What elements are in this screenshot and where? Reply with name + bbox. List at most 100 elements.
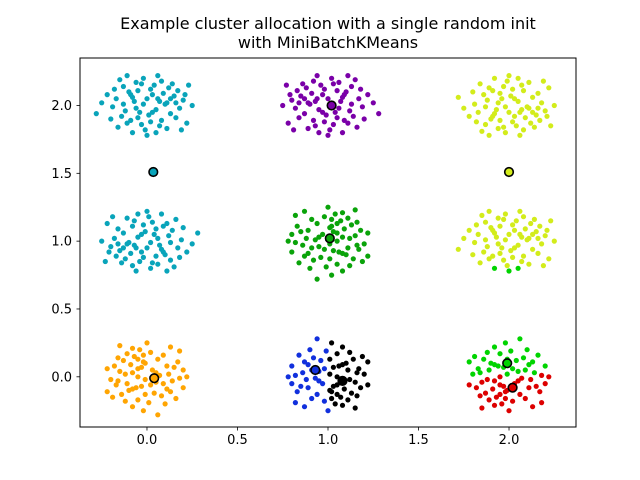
data-point (307, 101, 313, 107)
data-point (490, 227, 496, 233)
data-point (138, 383, 145, 389)
data-point (329, 395, 335, 402)
data-point (164, 363, 170, 369)
data-point (330, 81, 336, 87)
data-point (131, 98, 137, 104)
data-point (119, 113, 125, 119)
data-point (455, 246, 461, 252)
data-point (499, 401, 505, 407)
data-point (104, 389, 110, 395)
data-point (111, 363, 117, 369)
data-point (515, 265, 521, 271)
data-point (117, 248, 123, 254)
data-point (305, 385, 311, 391)
data-point (473, 385, 479, 391)
data-point (470, 371, 476, 377)
data-point (137, 347, 143, 353)
data-point (169, 378, 175, 384)
data-point (354, 219, 360, 225)
data-point (301, 208, 308, 214)
data-point (155, 356, 161, 362)
data-point (314, 276, 320, 282)
data-point (155, 73, 161, 79)
data-point (509, 398, 516, 404)
data-point (528, 120, 534, 126)
data-point (124, 381, 130, 387)
centroid-marker (324, 233, 335, 244)
data-point (318, 254, 324, 260)
data-point (120, 101, 126, 107)
data-point (151, 390, 157, 396)
data-point (515, 378, 521, 384)
data-point (486, 132, 492, 138)
data-point (530, 94, 536, 100)
y-tick-label: 2.0 (51, 99, 72, 114)
data-point (520, 214, 527, 220)
data-point (137, 258, 143, 265)
data-point (301, 96, 308, 102)
data-point (339, 210, 346, 216)
data-point (110, 104, 116, 110)
data-point (508, 93, 514, 99)
data-point (370, 100, 376, 106)
data-point (140, 408, 146, 414)
data-point (133, 105, 139, 111)
data-point (551, 102, 557, 109)
data-point (477, 81, 483, 87)
data-point (345, 120, 351, 126)
data-point (497, 391, 503, 397)
data-point (184, 374, 190, 380)
data-point (323, 264, 329, 270)
data-point (348, 83, 355, 90)
data-point (477, 393, 483, 399)
data-point (131, 218, 137, 224)
data-point (175, 88, 181, 94)
data-point (135, 211, 141, 217)
data-point (287, 92, 293, 98)
data-point (166, 371, 172, 377)
data-point (108, 376, 114, 383)
data-point (303, 235, 309, 241)
data-point (140, 352, 146, 358)
data-point (155, 412, 161, 418)
data-point (484, 97, 490, 103)
data-point (117, 368, 123, 374)
data-point (184, 249, 190, 255)
data-point (169, 81, 175, 87)
data-point (305, 362, 311, 368)
data-point (339, 234, 346, 240)
data-point (336, 105, 342, 111)
data-point (528, 220, 534, 227)
data-point (334, 261, 340, 267)
data-point (142, 376, 148, 383)
data-point (309, 90, 315, 96)
data-point (129, 263, 136, 269)
data-point (135, 374, 141, 380)
data-point (133, 268, 139, 274)
centroid-marker (326, 100, 337, 111)
data-point (294, 389, 300, 395)
data-point (515, 75, 521, 81)
data-point (310, 257, 317, 263)
data-point (526, 362, 532, 368)
data-point (519, 375, 525, 381)
data-point (189, 241, 195, 247)
data-point (466, 113, 472, 119)
centroid-marker (337, 375, 348, 387)
data-point (477, 370, 483, 376)
data-point (329, 216, 335, 222)
data-point (167, 111, 174, 117)
data-point (509, 119, 516, 125)
data-point (539, 372, 545, 378)
data-point (289, 231, 295, 237)
data-point (502, 130, 508, 136)
data-point (361, 371, 367, 377)
data-point (173, 395, 179, 402)
data-point (354, 124, 360, 130)
data-point (142, 229, 148, 235)
data-point (321, 119, 327, 125)
data-point (336, 79, 342, 85)
data-point (146, 112, 152, 118)
data-point (341, 117, 347, 123)
data-point (350, 256, 356, 262)
